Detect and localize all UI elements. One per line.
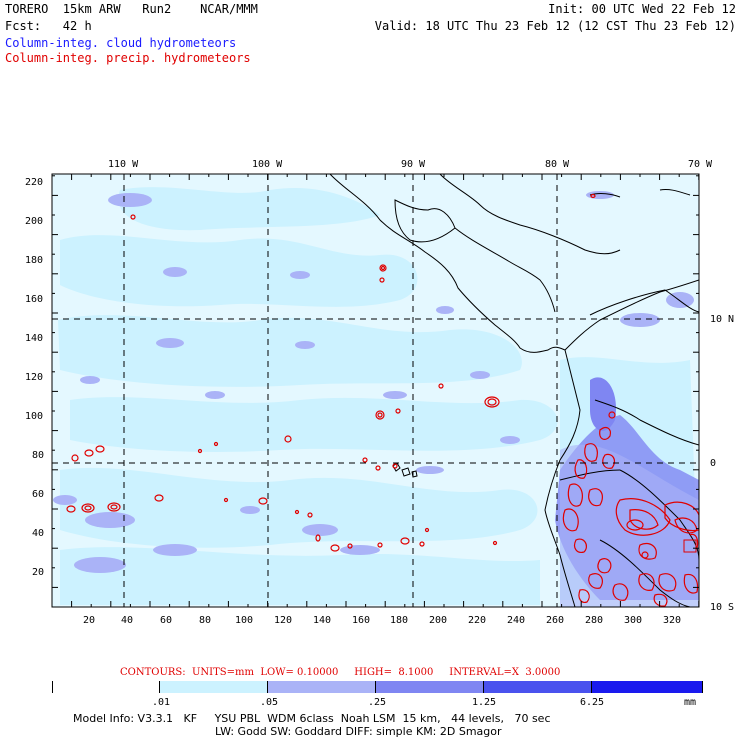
x-tick-label: 120	[274, 615, 293, 626]
x-tick-label: 260	[546, 615, 565, 626]
legend-label: .25	[368, 697, 387, 708]
legend-swatch-4	[484, 681, 592, 693]
lon-label-70w: 70 W	[688, 159, 713, 170]
header-init-time: Init: 00 UTC Wed 22 Feb 12	[548, 2, 736, 16]
x-tick-label: 320	[663, 615, 682, 626]
field-title-precip: Column-integ. precip. hydrometeors	[5, 51, 251, 65]
x-tick-label: 200	[429, 615, 448, 626]
y-tick-label: 200	[25, 216, 44, 227]
y-tick-label: 140	[25, 333, 44, 344]
legend-swatch-2	[268, 681, 376, 693]
header-model-line: TORERO 15km ARW Run2 NCAR/MMM	[5, 2, 258, 16]
footer-model-info: Model Info: V3.3.1 KF YSU PBL WDM 6class…	[73, 712, 551, 725]
lat-label-10s: 10 S	[710, 602, 735, 613]
precip-contours	[66, 193, 699, 607]
legend-label: .01	[152, 697, 171, 708]
x-tick-label: 40	[121, 615, 134, 626]
legend-label: 1.25	[472, 697, 497, 708]
y-tick-label: 120	[25, 372, 44, 383]
x-tick-label: 140	[313, 615, 332, 626]
map-frame	[51, 173, 700, 608]
lon-label-90w: 90 W	[401, 159, 426, 170]
coastlines	[329, 174, 699, 607]
y-tick-label: 100	[25, 411, 44, 422]
legend-swatch-0	[53, 681, 160, 693]
legend-swatch-3	[376, 681, 484, 693]
header-forecast-hour: Fcst: 42 h	[5, 19, 92, 33]
y-tick-label: 60	[32, 489, 45, 500]
y-tick-label: 220	[25, 177, 44, 188]
x-tick-label: 280	[585, 615, 604, 626]
x-tick-label: 160	[352, 615, 371, 626]
y-tick-label: 40	[32, 528, 45, 539]
y-tick-label: 160	[25, 294, 44, 305]
lon-label-110w: 110 W	[108, 159, 139, 170]
legend-units: mm	[684, 697, 697, 708]
lon-label-100w: 100 W	[252, 159, 283, 170]
lon-label-80w: 80 W	[545, 159, 570, 170]
cloud-field	[52, 174, 699, 607]
field-title-cloud: Column-integ. cloud hydrometeors	[5, 36, 237, 50]
lat-label-0: 0	[710, 458, 717, 469]
lat-lon-grid	[52, 174, 699, 607]
x-tick-label: 100	[235, 615, 254, 626]
y-tick-label: 20	[32, 567, 45, 578]
x-tick-label: 80	[199, 615, 212, 626]
legend-swatch-5	[592, 681, 702, 693]
legend-label: .05	[260, 697, 279, 708]
x-tick-label: 180	[390, 615, 409, 626]
contour-info: CONTOURS: UNITS=mm LOW= 0.10000 HIGH= 8.…	[120, 667, 561, 678]
axis-ticks	[51, 174, 700, 608]
x-tick-label: 300	[624, 615, 643, 626]
x-tick-label: 220	[468, 615, 487, 626]
legend-swatch-1	[160, 681, 268, 693]
y-tick-label: 180	[25, 255, 44, 266]
x-tick-label: 60	[160, 615, 173, 626]
header-valid-time: Valid: 18 UTC Thu 23 Feb 12 (12 CST Thu …	[374, 19, 736, 33]
legend-label: 6.25	[580, 697, 605, 708]
lat-label-10n: 10 N	[710, 314, 735, 325]
footer-physics-info: LW: Godd SW: Goddard DIFF: simple KM: 2D…	[215, 725, 502, 738]
y-tick-label: 80	[32, 450, 45, 461]
x-tick-label: 240	[507, 615, 526, 626]
x-tick-label: 20	[83, 615, 96, 626]
